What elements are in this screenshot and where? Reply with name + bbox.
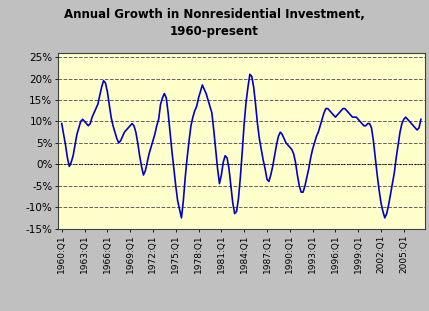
Text: Annual Growth in Nonresidential Investment,
1960-present: Annual Growth in Nonresidential Investme…: [64, 8, 365, 38]
